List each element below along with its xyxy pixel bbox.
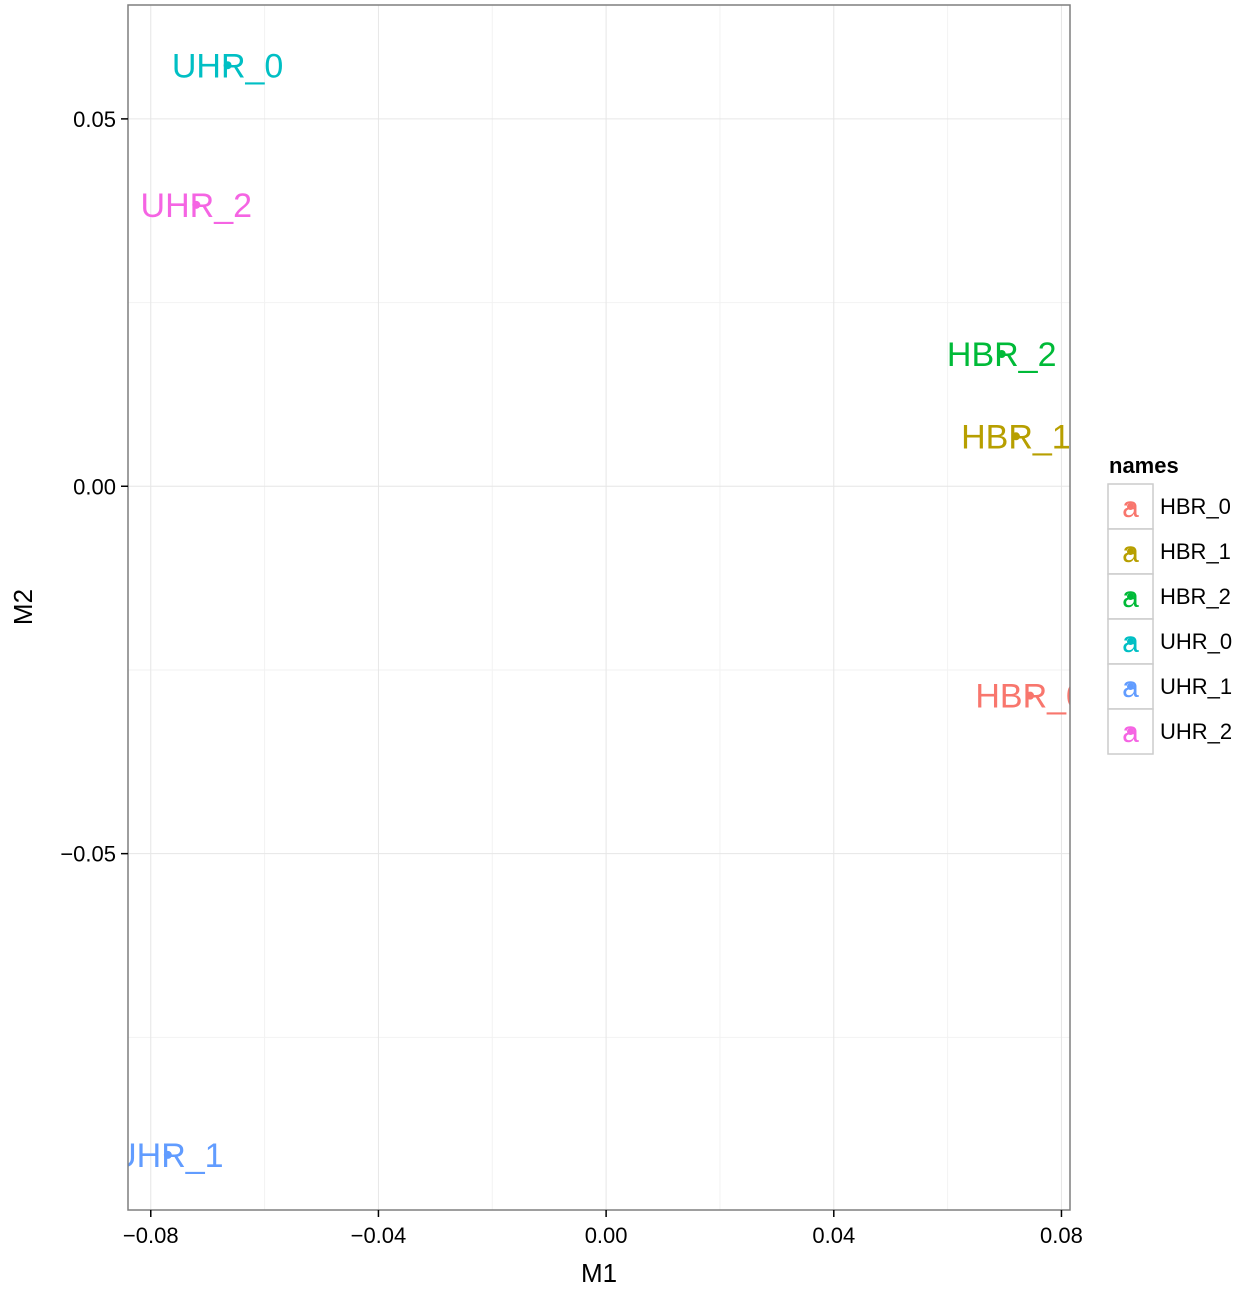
point-label: UHR_1 bbox=[112, 1137, 223, 1175]
legend-label: HBR_1 bbox=[1160, 539, 1231, 564]
legend-label: UHR_0 bbox=[1160, 629, 1232, 654]
x-axis: −0.08 −0.04 0.00 0.04 0.08 bbox=[123, 1210, 1083, 1248]
x-tick-label: −0.04 bbox=[351, 1223, 407, 1248]
legend-key-point bbox=[1127, 593, 1134, 600]
legend-title: names bbox=[1109, 453, 1179, 478]
x-tick-label: 0.08 bbox=[1040, 1223, 1083, 1248]
legend-label: HBR_0 bbox=[1160, 494, 1231, 519]
legend-key-point bbox=[1127, 683, 1134, 690]
y-tick-label: 0.00 bbox=[73, 474, 116, 499]
x-tick-label: 0.00 bbox=[585, 1223, 628, 1248]
legend: names aHBR_0aHBR_1aHBR_2aUHR_0aUHR_1aUHR… bbox=[1107, 453, 1232, 755]
y-axis: 0.05 0.00 −0.05 bbox=[60, 107, 128, 867]
legend-key-point bbox=[1127, 728, 1134, 735]
legend-label: UHR_2 bbox=[1160, 719, 1232, 744]
legend-key-point bbox=[1127, 503, 1134, 510]
point-label: HBR_0 bbox=[975, 678, 1085, 716]
x-tick-label: −0.08 bbox=[123, 1223, 179, 1248]
x-axis-title: M1 bbox=[581, 1258, 617, 1288]
legend-label: HBR_2 bbox=[1160, 584, 1231, 609]
data-point bbox=[192, 200, 201, 209]
legend-label: UHR_1 bbox=[1160, 674, 1232, 699]
data-point bbox=[223, 61, 232, 70]
data-point bbox=[1026, 691, 1035, 700]
x-tick-label: 0.04 bbox=[812, 1223, 855, 1248]
legend-key bbox=[1107, 573, 1154, 620]
plot-panel bbox=[128, 5, 1070, 1210]
y-axis-title: M2 bbox=[8, 589, 38, 625]
data-point bbox=[997, 350, 1006, 359]
legend-key-point bbox=[1127, 548, 1134, 555]
data-point bbox=[1011, 432, 1020, 441]
minor-gridlines bbox=[128, 5, 1070, 1210]
legend-key-point bbox=[1127, 638, 1134, 645]
y-tick-label: 0.05 bbox=[73, 107, 116, 132]
major-gridlines bbox=[128, 5, 1070, 1210]
panel-border bbox=[127, 4, 1071, 1211]
data-point bbox=[163, 1150, 172, 1159]
y-tick-label: −0.05 bbox=[60, 842, 116, 867]
